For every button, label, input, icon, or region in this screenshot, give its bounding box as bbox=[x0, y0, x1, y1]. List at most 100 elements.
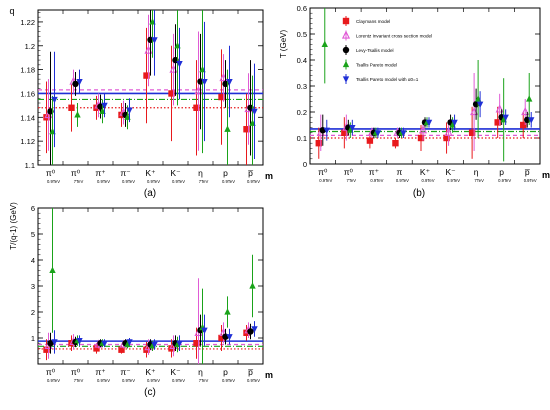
category-sublabel: 7TeV bbox=[199, 378, 209, 383]
panel-caption: (c) bbox=[144, 387, 156, 398]
category-sublabel: 7TeV bbox=[74, 378, 84, 383]
data-point bbox=[76, 338, 83, 345]
y-tick-label: 0.6 bbox=[297, 4, 307, 13]
data-point bbox=[201, 78, 208, 86]
category-sublabel: 0.9TeV bbox=[447, 178, 460, 183]
data-point bbox=[193, 104, 200, 111]
data-point bbox=[47, 340, 54, 347]
category-label: η bbox=[474, 167, 479, 177]
data-point bbox=[494, 119, 501, 126]
category-sublabel: 0.9TeV bbox=[47, 378, 60, 383]
y-tick-label: 0 bbox=[303, 160, 307, 169]
y-tick-label: 0.4 bbox=[297, 56, 307, 65]
category-label: K⁻ bbox=[445, 167, 456, 177]
data-point bbox=[176, 61, 183, 68]
category-label: p bbox=[499, 167, 504, 177]
category-label: p̅ bbox=[248, 168, 254, 178]
legend-marker bbox=[342, 76, 350, 83]
y-tick-label: 1.2 bbox=[25, 42, 35, 51]
data-point bbox=[126, 107, 133, 114]
data-point bbox=[528, 117, 535, 124]
series-tp_alpha bbox=[51, 10, 258, 160]
data-point bbox=[249, 282, 256, 289]
y-tick-label: 4 bbox=[31, 256, 35, 265]
category-sublabel: 0.9TeV bbox=[122, 378, 135, 383]
data-point bbox=[226, 334, 233, 341]
legend: Claymans model Lorentz Invariant cross se… bbox=[341, 16, 432, 84]
series-tp_alpha bbox=[323, 91, 535, 141]
data-point bbox=[526, 95, 533, 102]
y-tick-label: 6 bbox=[31, 204, 35, 213]
legend-label: Lorentz Invariant cross section model bbox=[356, 34, 432, 39]
chart-panel-c: 123456π⁰0.9TeVπ⁰7TeVπ⁺0.9TeVπ⁻0.9TeVK⁺0.… bbox=[9, 202, 273, 398]
y-tick-label: 1.18 bbox=[20, 66, 35, 75]
y-axis-label: T (GeV) bbox=[279, 30, 288, 59]
data-point bbox=[468, 129, 476, 136]
category-label: π⁰ bbox=[46, 367, 56, 377]
y-tick-label: 0.5 bbox=[297, 30, 307, 39]
y-tick-label: 0.2 bbox=[297, 108, 307, 117]
legend-label: Tsallis Pareto model bbox=[356, 63, 397, 68]
category-sublabel: 0.9TeV bbox=[172, 179, 185, 184]
y-tick-label: 1.22 bbox=[20, 18, 35, 27]
category-sublabel: 0.9TeV bbox=[319, 178, 332, 183]
data-point bbox=[68, 104, 75, 111]
y-tick-label: 3 bbox=[31, 282, 35, 291]
data-point bbox=[76, 78, 83, 86]
data-point bbox=[226, 78, 233, 86]
series-levy bbox=[319, 88, 531, 146]
category-label: π⁰ bbox=[71, 367, 81, 377]
panel-caption: (a) bbox=[144, 188, 156, 199]
data-point bbox=[74, 111, 81, 118]
legend-label: Tsallis Pareto model with α0=1 bbox=[356, 77, 419, 82]
category-sublabel: 0.9TeV bbox=[147, 179, 160, 184]
category-sublabel: 0.9TeV bbox=[370, 178, 383, 183]
category-label: p̅ bbox=[524, 167, 530, 177]
legend-label: Levy-Tsallis model bbox=[356, 48, 394, 53]
x-axis-label: m bbox=[265, 171, 273, 181]
data-point bbox=[51, 339, 58, 346]
category-label: η bbox=[198, 168, 203, 178]
legend-label: Claymans model bbox=[356, 19, 390, 24]
y-tick-label: 5 bbox=[31, 230, 35, 239]
category-sublabel: 0.9TeV bbox=[396, 178, 409, 183]
data-point bbox=[520, 121, 527, 129]
category-sublabel: 0.9TeV bbox=[247, 179, 260, 184]
data-point bbox=[315, 140, 322, 147]
series-lorentz bbox=[316, 73, 530, 151]
data-point bbox=[502, 114, 509, 121]
category-sublabel: 7TeV bbox=[474, 178, 484, 183]
category-sublabel: 0.9TeV bbox=[172, 378, 185, 383]
category-sublabel: 7TeV bbox=[74, 179, 84, 184]
data-point bbox=[451, 119, 458, 127]
series-levy bbox=[47, 10, 254, 165]
data-point bbox=[341, 129, 348, 136]
data-point bbox=[425, 119, 433, 127]
data-point bbox=[176, 340, 183, 347]
data-point bbox=[43, 346, 50, 353]
data-point bbox=[374, 130, 382, 137]
data-point bbox=[251, 326, 258, 333]
data-point bbox=[101, 340, 108, 347]
data-point bbox=[72, 80, 79, 88]
category-label: K⁺ bbox=[145, 168, 156, 178]
category-label: K⁺ bbox=[420, 167, 431, 177]
x-axis-label: m bbox=[542, 170, 550, 180]
category-label: p bbox=[223, 367, 228, 377]
series-tp_alpha bbox=[51, 314, 258, 354]
legend-marker bbox=[342, 17, 350, 25]
data-point bbox=[151, 341, 158, 349]
category-sublabel: 0.9TeV bbox=[247, 378, 260, 383]
category-label: π⁺ bbox=[369, 167, 380, 177]
category-label: π⁻ bbox=[120, 367, 131, 377]
panel-caption: (b) bbox=[413, 188, 425, 199]
category-label: K⁻ bbox=[170, 367, 181, 377]
category-sublabel: 0.9TeV bbox=[97, 179, 110, 184]
data-point bbox=[247, 328, 254, 335]
legend-marker bbox=[341, 30, 351, 39]
data-point bbox=[93, 345, 100, 352]
category-sublabel: 7TeV bbox=[199, 179, 209, 184]
data-point bbox=[444, 127, 453, 136]
series-tsallis_pareto bbox=[49, 10, 256, 165]
